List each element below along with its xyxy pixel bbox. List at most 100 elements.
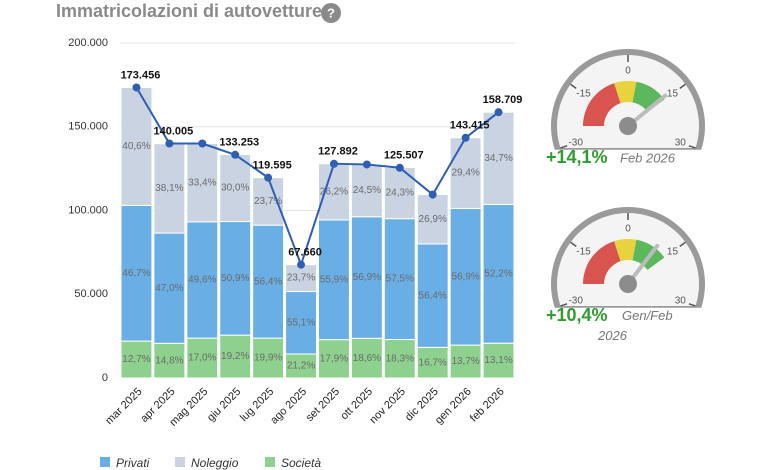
gauge: -30 -15 0 15 30 +14,1% Feb 2026 xyxy=(546,48,705,167)
x-tick-label: gen 2026 xyxy=(433,386,474,427)
x-tick-label: ago 2025 xyxy=(268,386,309,427)
bar-segment xyxy=(449,344,482,379)
y-tick-label: 100.000 xyxy=(68,204,108,216)
gauge-tick-label: 15 xyxy=(667,88,679,99)
segment-label: 47,0% xyxy=(155,283,183,294)
gauge-tick xyxy=(570,83,577,89)
segment-label: 24,5% xyxy=(353,185,381,196)
segment-label: 24,3% xyxy=(386,188,414,199)
segment-label: 50,9% xyxy=(221,273,249,284)
help-icon[interactable] xyxy=(321,3,341,23)
total-label: 67.660 xyxy=(288,247,322,259)
y-tick-label: 150.000 xyxy=(68,121,108,133)
gauge-value: +10,4% xyxy=(546,305,608,325)
bar-segment xyxy=(318,163,350,221)
chart-title: Immatricolazioni di autovetture xyxy=(56,1,322,21)
total-point xyxy=(395,163,404,172)
total-point xyxy=(264,173,273,182)
segment-label: 19,2% xyxy=(221,351,249,362)
gauge-tick xyxy=(679,83,686,89)
bar-segment xyxy=(416,194,449,245)
x-tick-label: mar 2025 xyxy=(103,386,144,427)
y-tick-label: 0 xyxy=(102,372,108,384)
bar-segment xyxy=(252,177,285,226)
gauge-hub xyxy=(619,117,637,135)
total-label: 133.253 xyxy=(219,137,259,149)
total-label: 158.709 xyxy=(483,94,523,106)
bar-segment xyxy=(350,163,383,218)
bar-segment xyxy=(416,243,449,348)
segment-label: 26,2% xyxy=(320,186,348,197)
segment-label: 18,3% xyxy=(386,353,414,364)
segment-label: 23,7% xyxy=(287,273,315,284)
gauge-period: Feb 2026 xyxy=(620,150,676,165)
gauge-tick xyxy=(688,145,696,149)
legend-label: Privati xyxy=(116,456,150,470)
segment-label: 55,1% xyxy=(287,317,315,328)
segment-label: 57,5% xyxy=(386,274,414,285)
bar-segment xyxy=(219,221,252,336)
bar-segment xyxy=(383,339,416,379)
gauge-tick-label: 30 xyxy=(675,138,687,149)
segment-label: 52,2% xyxy=(484,268,512,279)
bar-segment xyxy=(350,216,383,339)
x-tick-label: feb 2026 xyxy=(468,386,507,425)
segment-label: 49,6% xyxy=(188,275,216,286)
gauge-tick-label: 30 xyxy=(675,296,687,307)
segment-label: 30,0% xyxy=(221,183,249,194)
segment-label: 19,9% xyxy=(254,353,282,364)
segment-label: 13,7% xyxy=(451,356,479,367)
segment-label: 16,7% xyxy=(419,357,447,368)
bar-segment xyxy=(153,143,186,234)
total-point xyxy=(198,139,207,148)
gauge-tick-label: 15 xyxy=(667,246,679,257)
segment-label: 33,4% xyxy=(188,177,216,188)
gauge-band xyxy=(614,81,637,104)
segment-label: 56,9% xyxy=(451,271,479,282)
y-tick-label: 200.000 xyxy=(68,37,108,49)
bar-segment xyxy=(153,342,186,379)
segment-label: 17,0% xyxy=(188,353,216,364)
gauge-band xyxy=(583,241,621,284)
bar-segment xyxy=(219,334,252,379)
bar-segment xyxy=(318,339,350,379)
bar-segment xyxy=(449,137,482,209)
segment-label: 34,7% xyxy=(484,153,512,164)
total-point xyxy=(231,150,240,159)
segment-label: 55,9% xyxy=(320,274,348,285)
bar-segment xyxy=(482,203,515,344)
total-label: 125.507 xyxy=(384,150,424,162)
segment-label: 23,7% xyxy=(254,196,282,207)
bar-segment xyxy=(120,340,153,379)
bar-segment xyxy=(153,232,186,344)
gauge-tick xyxy=(560,303,568,307)
bar-segment xyxy=(252,224,285,339)
gauge-hub xyxy=(619,275,637,293)
segment-label: 56,4% xyxy=(254,276,282,287)
gauge-band xyxy=(614,239,637,262)
total-point xyxy=(461,133,470,142)
x-tick-label: nov 2025 xyxy=(367,386,407,426)
bar-segment xyxy=(449,207,482,346)
total-point xyxy=(297,260,306,269)
bar-segment xyxy=(285,353,318,379)
bar-segment xyxy=(186,337,219,379)
x-tick-label: set 2025 xyxy=(304,386,342,424)
total-point xyxy=(362,160,371,169)
segment-label: 56,9% xyxy=(353,272,381,283)
x-tick-label: giu 2025 xyxy=(205,386,243,424)
bar-segment xyxy=(416,346,449,379)
segment-label: 17,9% xyxy=(320,353,348,364)
gauge-period-part: Gen/Feb xyxy=(622,308,673,323)
gauge-value: +14,1% xyxy=(546,147,608,167)
help-icon-text[interactable]: ? xyxy=(327,5,335,20)
segment-label: 13,1% xyxy=(484,355,512,366)
legend-swatch xyxy=(175,457,185,467)
total-point xyxy=(165,139,174,148)
legend-swatch xyxy=(265,457,275,467)
legend-swatch xyxy=(100,457,110,467)
bar-segment xyxy=(186,143,219,223)
gauge-tick-label: -15 xyxy=(576,246,591,257)
gauge-band xyxy=(583,83,621,126)
segment-label: 21,2% xyxy=(287,361,315,372)
